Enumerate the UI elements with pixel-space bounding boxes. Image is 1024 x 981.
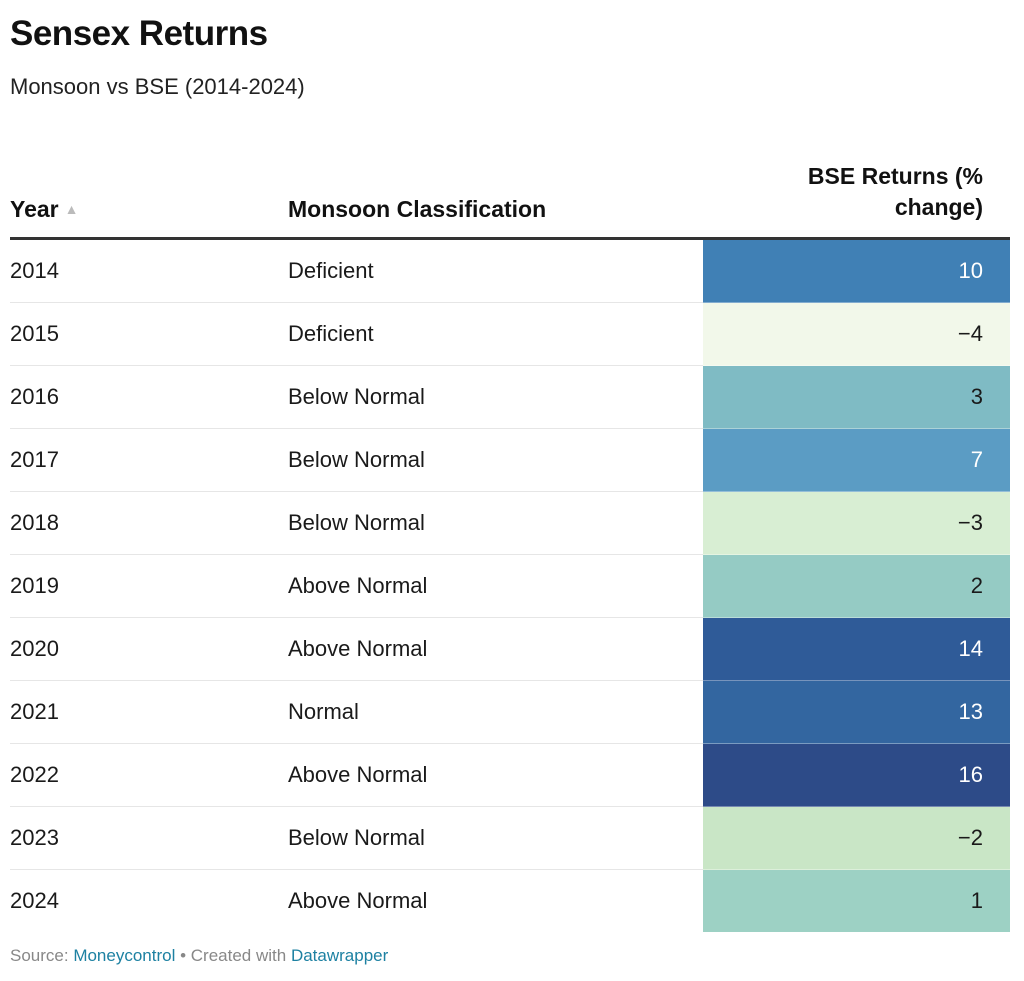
- cell-year: 2024: [10, 888, 59, 913]
- cell-returns: 10: [703, 238, 1010, 303]
- cell-returns: 13: [703, 680, 1010, 744]
- table-row: 2018 Below Normal −3: [10, 491, 1010, 555]
- cell-year: 2021: [10, 680, 288, 744]
- cell-year: 2023: [10, 806, 288, 870]
- cell-year: 2018: [10, 491, 288, 555]
- cell-returns: −4: [703, 302, 1010, 366]
- cell-returns: 16: [703, 743, 1010, 807]
- table-row: 2020 Above Normal 14: [10, 617, 1010, 681]
- table-row: 2022 Above Normal 16: [10, 743, 1010, 807]
- cell-year: 2022: [10, 743, 288, 807]
- table-row: 2021 Normal 13: [10, 680, 1010, 744]
- cell-monsoon: Above Normal: [288, 743, 703, 807]
- cell-monsoon: Normal: [288, 680, 703, 744]
- column-header-year[interactable]: Year ▲: [10, 145, 288, 240]
- cell-monsoon: Deficient: [288, 238, 703, 303]
- cell-returns: 7: [703, 428, 1010, 492]
- table-row: 2016 Below Normal 3: [10, 365, 1010, 429]
- sort-ascending-icon[interactable]: ▲: [64, 201, 79, 217]
- table-row: 2017 Below Normal 7: [10, 428, 1010, 492]
- cell-year: 2016: [10, 365, 288, 429]
- table-row: 2024 Above Normal 1: [10, 869, 1010, 932]
- table-row: 2014 Deficient 10: [10, 238, 1010, 303]
- cell-year: 2020: [10, 617, 288, 681]
- cell-monsoon: Below Normal: [288, 428, 703, 492]
- table-header-row: Year ▲ Monsoon Classification BSE Returns…: [10, 145, 1010, 240]
- cell-returns: −2: [703, 806, 1010, 870]
- cell-monsoon: Deficient: [288, 302, 703, 366]
- cell-returns: 3: [703, 365, 1010, 429]
- table-row: 2015 Deficient −4: [10, 302, 1010, 366]
- table-body: 2014 Deficient 10 2015 Deficient −4 2016 Below …: [10, 238, 1010, 932]
- cell-monsoon: Above Normal: [288, 617, 703, 681]
- chart-footer: Source: Moneycontrol • Created with Data…: [10, 946, 388, 966]
- column-header-returns[interactable]: BSE Returns (% change): [703, 145, 1010, 240]
- source-link[interactable]: Moneycontrol: [73, 946, 176, 965]
- cell-returns: 2: [703, 554, 1010, 618]
- cell-returns: −3: [703, 491, 1010, 555]
- cell-monsoon: Above Normal: [288, 554, 703, 618]
- cell-monsoon: Above Normal: [288, 888, 428, 913]
- table-row: 2023 Below Normal −2: [10, 806, 1010, 870]
- column-header-returns-line1: BSE Returns (%: [807, 163, 983, 189]
- cell-monsoon: Below Normal: [288, 365, 703, 429]
- column-header-returns-line2: change): [894, 194, 983, 220]
- cell-returns: 1: [703, 869, 1010, 932]
- column-header-monsoon[interactable]: Monsoon Classification: [288, 145, 703, 240]
- cell-year: 2014: [10, 238, 288, 303]
- cell-monsoon: Below Normal: [288, 491, 703, 555]
- chart-title: Sensex Returns: [10, 14, 268, 53]
- chart-subtitle: Monsoon vs BSE (2014-2024): [10, 74, 305, 99]
- source-prefix: Source:: [10, 946, 74, 965]
- datawrapper-link[interactable]: Datawrapper: [290, 946, 389, 965]
- column-header-monsoon-label: Monsoon Classification: [288, 196, 547, 222]
- table-row: 2019 Above Normal 2: [10, 554, 1010, 618]
- footer-separator: • Created with: [175, 946, 291, 965]
- cell-returns: 14: [703, 617, 1010, 681]
- cell-monsoon: Below Normal: [288, 806, 703, 870]
- column-header-year-label: Year: [10, 196, 59, 222]
- cell-year: 2017: [10, 428, 288, 492]
- returns-table: Year ▲ Monsoon Classification BSE Returns…: [10, 145, 1010, 932]
- cell-year: 2019: [10, 554, 288, 618]
- cell-year: 2015: [10, 302, 288, 366]
